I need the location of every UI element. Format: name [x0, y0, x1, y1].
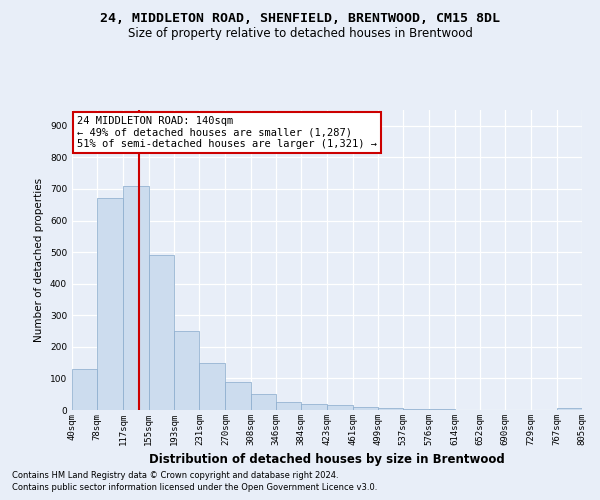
Bar: [403, 409, 430, 410]
Bar: [124, 186, 149, 410]
Text: Contains public sector information licensed under the Open Government Licence v3: Contains public sector information licen…: [12, 484, 377, 492]
Bar: [353, 407, 378, 410]
Bar: [251, 394, 276, 410]
Bar: [97, 198, 124, 410]
Bar: [301, 404, 328, 410]
X-axis label: Distribution of detached houses by size in Brentwood: Distribution of detached houses by size …: [149, 454, 505, 466]
Bar: [378, 408, 403, 410]
Bar: [276, 402, 301, 410]
Y-axis label: Number of detached properties: Number of detached properties: [34, 178, 44, 342]
Bar: [174, 331, 199, 410]
Text: 24 MIDDLETON ROAD: 140sqm
← 49% of detached houses are smaller (1,287)
51% of se: 24 MIDDLETON ROAD: 140sqm ← 49% of detac…: [77, 116, 377, 149]
Bar: [226, 382, 251, 410]
Bar: [149, 256, 174, 410]
Text: Size of property relative to detached houses in Brentwood: Size of property relative to detached ho…: [128, 28, 472, 40]
Text: Contains HM Land Registry data © Crown copyright and database right 2024.: Contains HM Land Registry data © Crown c…: [12, 471, 338, 480]
Bar: [199, 362, 226, 410]
Text: 24, MIDDLETON ROAD, SHENFIELD, BRENTWOOD, CM15 8DL: 24, MIDDLETON ROAD, SHENFIELD, BRENTWOOD…: [100, 12, 500, 26]
Bar: [557, 408, 582, 410]
Bar: [72, 369, 97, 410]
Bar: [328, 406, 353, 410]
